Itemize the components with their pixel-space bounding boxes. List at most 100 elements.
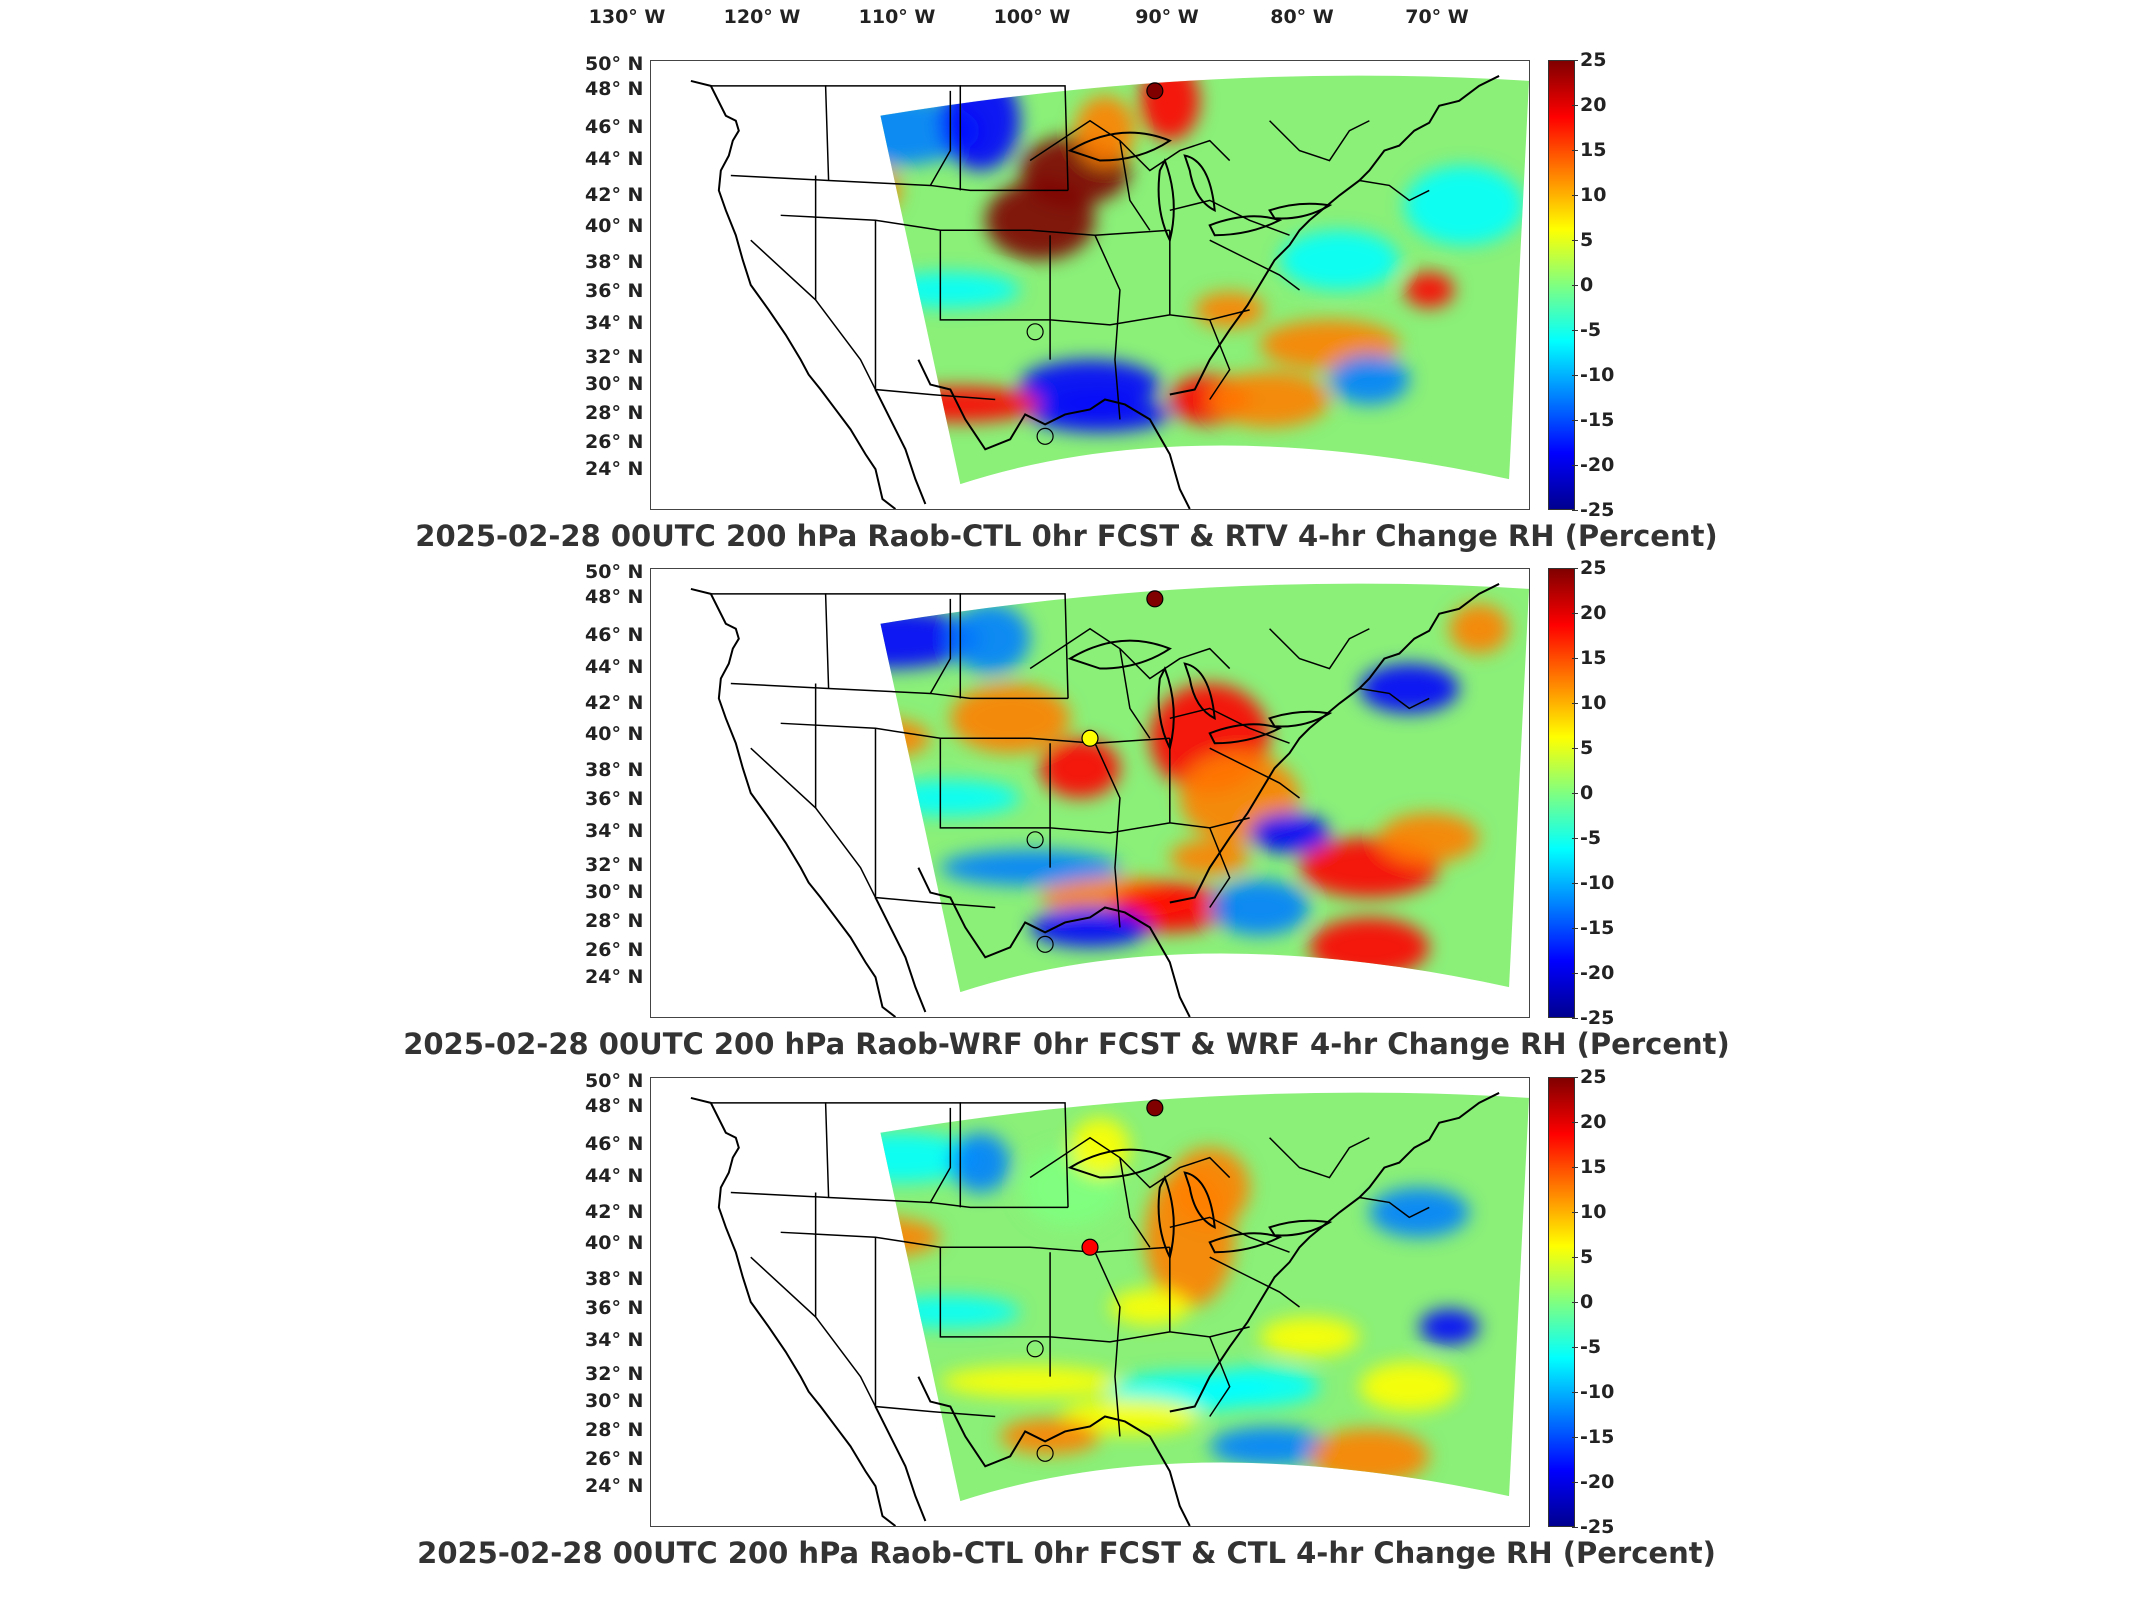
colorbar-tick-label: -20 <box>1571 962 1615 984</box>
anomaly-region <box>1209 879 1310 936</box>
latitude-label: 38° N <box>585 251 644 273</box>
coastline <box>917 583 1500 1017</box>
colorbar-tick-label: 15 <box>1571 139 1607 161</box>
raob-station-marker <box>1146 590 1164 608</box>
latitude-label: 30° N <box>585 372 644 395</box>
colorbar-tick-label: 25 <box>1571 1066 1607 1088</box>
panel-title: 2025-02-28 00UTC 200 hPa Raob-CTL 0hr FC… <box>417 1536 1716 1570</box>
anomaly-region <box>1040 738 1120 798</box>
anomaly-region <box>880 165 901 216</box>
coastline <box>874 897 927 1013</box>
colorbar-tick-label: 25 <box>1571 557 1607 579</box>
great-lake <box>1067 1148 1172 1179</box>
coastline <box>690 79 897 509</box>
colorbar <box>1548 1077 1575 1527</box>
state-boundary <box>929 90 952 186</box>
anomaly-region <box>880 718 931 759</box>
latitude-label: 50° N <box>585 53 644 75</box>
anomaly-region <box>950 603 1031 674</box>
state-boundary <box>1359 179 1430 202</box>
longitude-label: 70° W <box>1405 6 1469 28</box>
colorbar-tick-label: 15 <box>1571 1156 1607 1178</box>
latitude-label: 32° N <box>585 853 644 876</box>
state-boundary <box>780 214 1170 236</box>
state-boundary <box>874 1237 996 1418</box>
state-boundary <box>750 239 877 390</box>
latitude-label: 26° N <box>585 1448 644 1470</box>
anomaly-region <box>940 849 1120 886</box>
state-boundary <box>750 747 877 898</box>
colorbar-tick-label: 10 <box>1571 1201 1607 1223</box>
latitude-label: 38° N <box>585 759 644 781</box>
longitude-label: 110° W <box>858 6 936 28</box>
colorbar-tick-label: -10 <box>1571 872 1615 894</box>
state-boundary <box>1169 1247 1250 1338</box>
colorbar-tick-label: -5 <box>1571 1336 1602 1358</box>
rh-change-map <box>690 1092 1529 1526</box>
anomaly-region <box>1449 603 1510 654</box>
state-boundary <box>1119 140 1151 231</box>
state-boundary <box>874 728 996 909</box>
latitude-label: 30° N <box>585 880 644 903</box>
map-frame <box>650 1077 1530 1527</box>
latitude-label: 48° N <box>585 585 644 608</box>
state-boundary <box>960 85 1069 191</box>
anomaly-region <box>1030 396 1170 433</box>
coastline <box>874 389 927 505</box>
anomaly-region <box>1379 812 1480 863</box>
latitude-label: 24° N <box>585 966 644 988</box>
colorbar-tick-label: -25 <box>1571 1516 1615 1538</box>
great-lake <box>1067 639 1172 670</box>
anomaly-region <box>880 608 981 669</box>
raob-station-marker <box>1036 935 1054 953</box>
state-boundary <box>939 230 1051 360</box>
longitude-label: 80° W <box>1270 6 1334 28</box>
anomaly-region <box>1070 1117 1130 1178</box>
latitude-label: 44° N <box>585 655 644 678</box>
latitude-label: 36° N <box>585 788 644 811</box>
latitude-label: 50° N <box>585 1070 644 1092</box>
latitude-label: 36° N <box>585 1297 644 1320</box>
latitude-label: 24° N <box>585 1475 644 1497</box>
colorbar-tick-label: -20 <box>1571 1471 1615 1493</box>
latitude-label: 34° N <box>585 1328 644 1351</box>
anomaly-region <box>950 1132 1011 1193</box>
anomaly-region <box>1209 1426 1330 1467</box>
anomaly-region <box>1259 1316 1360 1357</box>
latitude-label: 44° N <box>585 147 644 170</box>
anomaly-region <box>801 459 881 499</box>
anomaly-region <box>1404 165 1525 246</box>
latitude-label: 42° N <box>585 183 644 206</box>
map-panel-rtv: 50° N 48° N 46° N 44° N 42° N 40° N 38° N 36° N… <box>0 49 2133 570</box>
state-boundary <box>1169 1216 1290 1253</box>
rh-change-map <box>690 75 1529 509</box>
panel-title: 2025-02-28 00UTC 200 hPa Raob-CTL 0hr FC… <box>415 519 1718 553</box>
state-boundary <box>1169 199 1290 236</box>
anomaly-region <box>1329 354 1410 405</box>
latitude-label: 34° N <box>585 819 644 842</box>
state-boundary <box>710 593 830 689</box>
map-frame <box>650 568 1530 1018</box>
state-boundary <box>1049 235 1170 326</box>
great-lake <box>1268 1219 1333 1237</box>
great-lake <box>1157 666 1175 752</box>
colorbar-tick-label: 10 <box>1571 184 1607 206</box>
state-boundary <box>750 1256 877 1407</box>
longitude-label: 130° W <box>588 6 666 28</box>
great-lake <box>1183 154 1216 213</box>
latitude-label: 40° N <box>585 215 644 237</box>
great-lake <box>1183 662 1216 721</box>
state-boundary <box>1209 239 1300 291</box>
latitude-label: 32° N <box>585 1362 644 1385</box>
longitude-label: 90° W <box>1135 6 1199 28</box>
state-boundary <box>1209 747 1300 799</box>
latitude-label: 26° N <box>585 939 644 961</box>
anomaly-region <box>880 95 981 166</box>
raob-station-marker <box>1036 427 1054 445</box>
state-boundary <box>939 1247 1051 1377</box>
raob-station-marker <box>1146 1099 1164 1117</box>
colorbar-tick-label: 5 <box>1571 1246 1594 1268</box>
state-boundary <box>1169 230 1250 321</box>
latitude-label: 50° N <box>585 561 644 583</box>
latitude-label: 44° N <box>585 1164 644 1187</box>
